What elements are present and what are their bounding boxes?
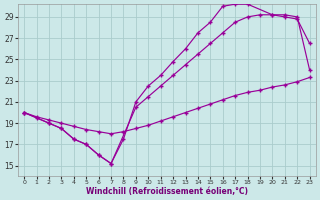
X-axis label: Windchill (Refroidissement éolien,°C): Windchill (Refroidissement éolien,°C) <box>86 187 248 196</box>
